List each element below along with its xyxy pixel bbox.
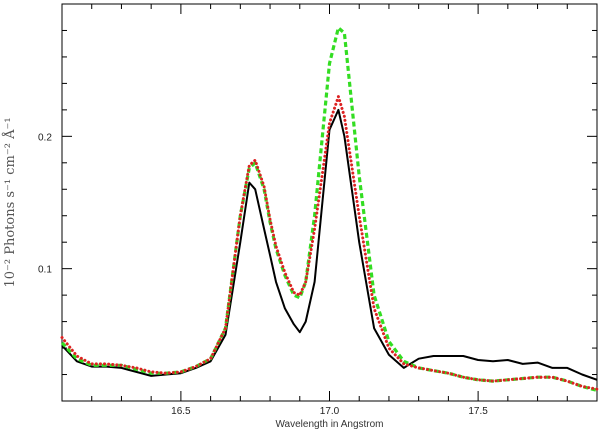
y-axis-label: 10⁻² Photons s⁻¹ cm⁻² Å⁻¹: [2, 117, 18, 287]
series-line-solid: [61, 108, 598, 381]
x-tick-label: 16.5: [171, 406, 191, 417]
axis-ticks: [61, 3, 598, 401]
x-tick-label: 17.0: [320, 406, 340, 417]
series-line-dashed: [60, 26, 598, 392]
series-layer: [60, 26, 599, 392]
x-axis-label: Wavelength in Angstrom: [275, 419, 383, 430]
x-tick-label: 17.5: [468, 406, 488, 417]
tick-labels: 16.5 17.0 17.5 0.1 0.2: [38, 132, 488, 417]
series-line-dotted: [60, 95, 599, 391]
y-tick-label: 0.1: [38, 265, 52, 276]
y-tick-label: 0.2: [38, 132, 52, 143]
